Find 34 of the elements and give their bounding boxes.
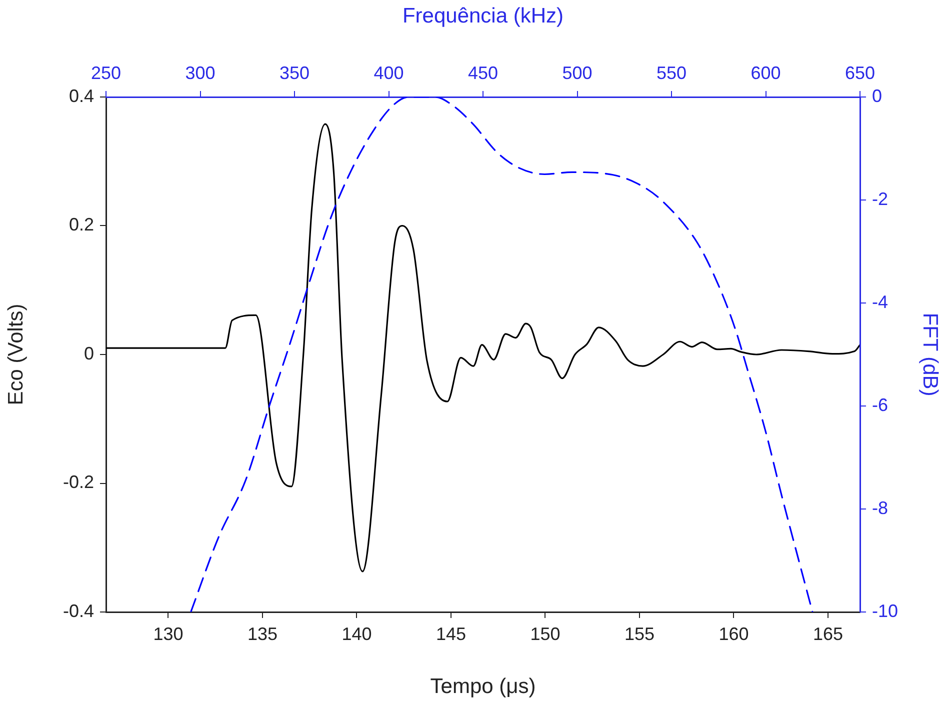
x-tick-label: 550 [656, 63, 687, 84]
x-tick-label: 450 [468, 63, 498, 84]
line-series [106, 123, 860, 572]
x-axis-title: Frequência (kHz) [402, 4, 564, 28]
x-tick-label: 600 [750, 63, 781, 84]
y-tick-label: 0 [84, 343, 94, 364]
x-tick-label: 500 [562, 63, 592, 84]
y-tick-label: 0.4 [68, 86, 94, 106]
y-tick-label: -0.4 [62, 600, 94, 621]
x-axis-title: Tempo (μs) [430, 675, 536, 698]
x-tick-label: 150 [530, 624, 560, 644]
y-tick-label: -2 [872, 188, 888, 209]
line-series [190, 97, 814, 612]
x-tick-label: 155 [624, 624, 654, 644]
y-tick-label: -4 [872, 292, 888, 312]
y-tick-label: -0.2 [62, 472, 94, 492]
y-axis-title: FFT (dB) [918, 312, 942, 396]
x-tick-label: 160 [718, 624, 749, 644]
y-axis-title: Eco (Volts) [4, 304, 28, 406]
x-tick-label: 130 [153, 624, 184, 644]
x-tick-label: 350 [279, 63, 310, 84]
y-tick-label: 0 [872, 86, 882, 106]
x-tick-label: 300 [185, 63, 216, 84]
y-tick-label: 0.2 [68, 214, 94, 235]
x-tick-label: 140 [342, 624, 372, 644]
y-tick-label: -10 [872, 600, 898, 621]
x-tick-label: 400 [374, 63, 404, 84]
x-tick-label: 145 [436, 624, 466, 644]
x-tick-label: 135 [247, 624, 278, 644]
x-tick-label: 165 [812, 624, 843, 644]
x-tick-label: 250 [90, 63, 122, 84]
x-tick-label: 650 [844, 63, 876, 84]
y-tick-label: -6 [872, 394, 888, 415]
y-tick-label: -8 [872, 498, 888, 518]
